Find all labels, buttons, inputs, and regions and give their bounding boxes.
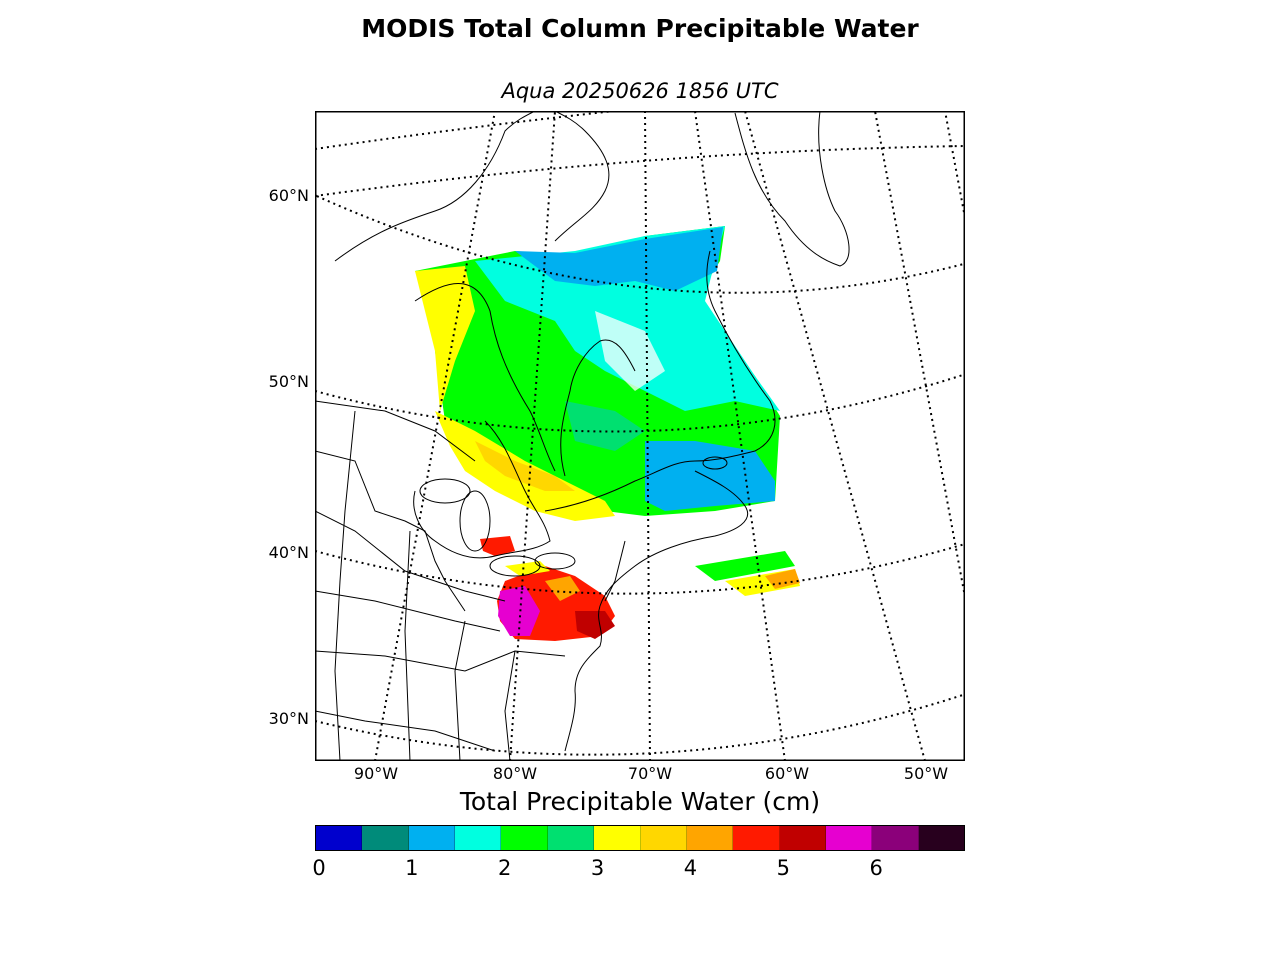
- colorbar-swatch: [640, 826, 687, 850]
- colorbar-tick-label: 5: [776, 856, 790, 880]
- figure-title: MODIS Total Column Precipitable Water: [361, 14, 919, 43]
- pw-swath-south: [480, 536, 615, 641]
- lat-label-30n: 30°N: [268, 709, 309, 728]
- coastlines: [315, 111, 850, 761]
- colorbar-swatch: [779, 826, 826, 850]
- pw-swath-offshore: [695, 551, 800, 596]
- colorbar-title: Total Precipitable Water (cm): [459, 787, 821, 816]
- colorbar-tick-label: 6: [869, 856, 883, 880]
- lon-label-60w: 60°W: [764, 764, 810, 783]
- colorbar-swatch: [316, 826, 363, 850]
- colorbar-tick-label: 3: [590, 856, 605, 880]
- colorbar-swatch: [547, 826, 595, 850]
- map-frame: [315, 111, 965, 761]
- colorbar-swatch: [362, 826, 409, 850]
- colorbar-swatch: [872, 826, 919, 850]
- colorbar-swatch: [408, 826, 456, 850]
- colorbar-swatch: [686, 826, 734, 850]
- colorbar-tick-label: 2: [498, 856, 512, 880]
- colorbar: [315, 825, 965, 851]
- lat-label-40n: 40°N: [268, 543, 309, 562]
- colorbar-swatch: [455, 826, 502, 850]
- pw-swath-north: [415, 226, 780, 521]
- lat-label-50n: 50°N: [268, 372, 309, 391]
- colorbar-tick-label: 1: [405, 856, 419, 880]
- colorbar-swatch: [501, 826, 548, 850]
- colorbar-swatch: [825, 826, 873, 850]
- lon-label-70w: 70°W: [627, 764, 673, 783]
- map-panel: [315, 111, 965, 761]
- colorbar-tick-label: 4: [683, 856, 698, 880]
- colorbar-swatch: [918, 826, 965, 850]
- lon-label-50w: 50°W: [903, 764, 949, 783]
- lakes: [419, 456, 728, 577]
- lat-label-60n: 60°N: [268, 186, 309, 205]
- figure-subtitle: Aqua 20250626 1856 UTC: [501, 79, 779, 103]
- graticule-meridians: [374, 111, 965, 761]
- lon-label-90w: 90°W: [353, 764, 399, 783]
- colorbar-swatch: [594, 826, 641, 850]
- lon-label-80w: 80°W: [492, 764, 538, 783]
- colorbar-swatch: [733, 826, 780, 850]
- colorbar-tick-label: 0: [312, 856, 326, 880]
